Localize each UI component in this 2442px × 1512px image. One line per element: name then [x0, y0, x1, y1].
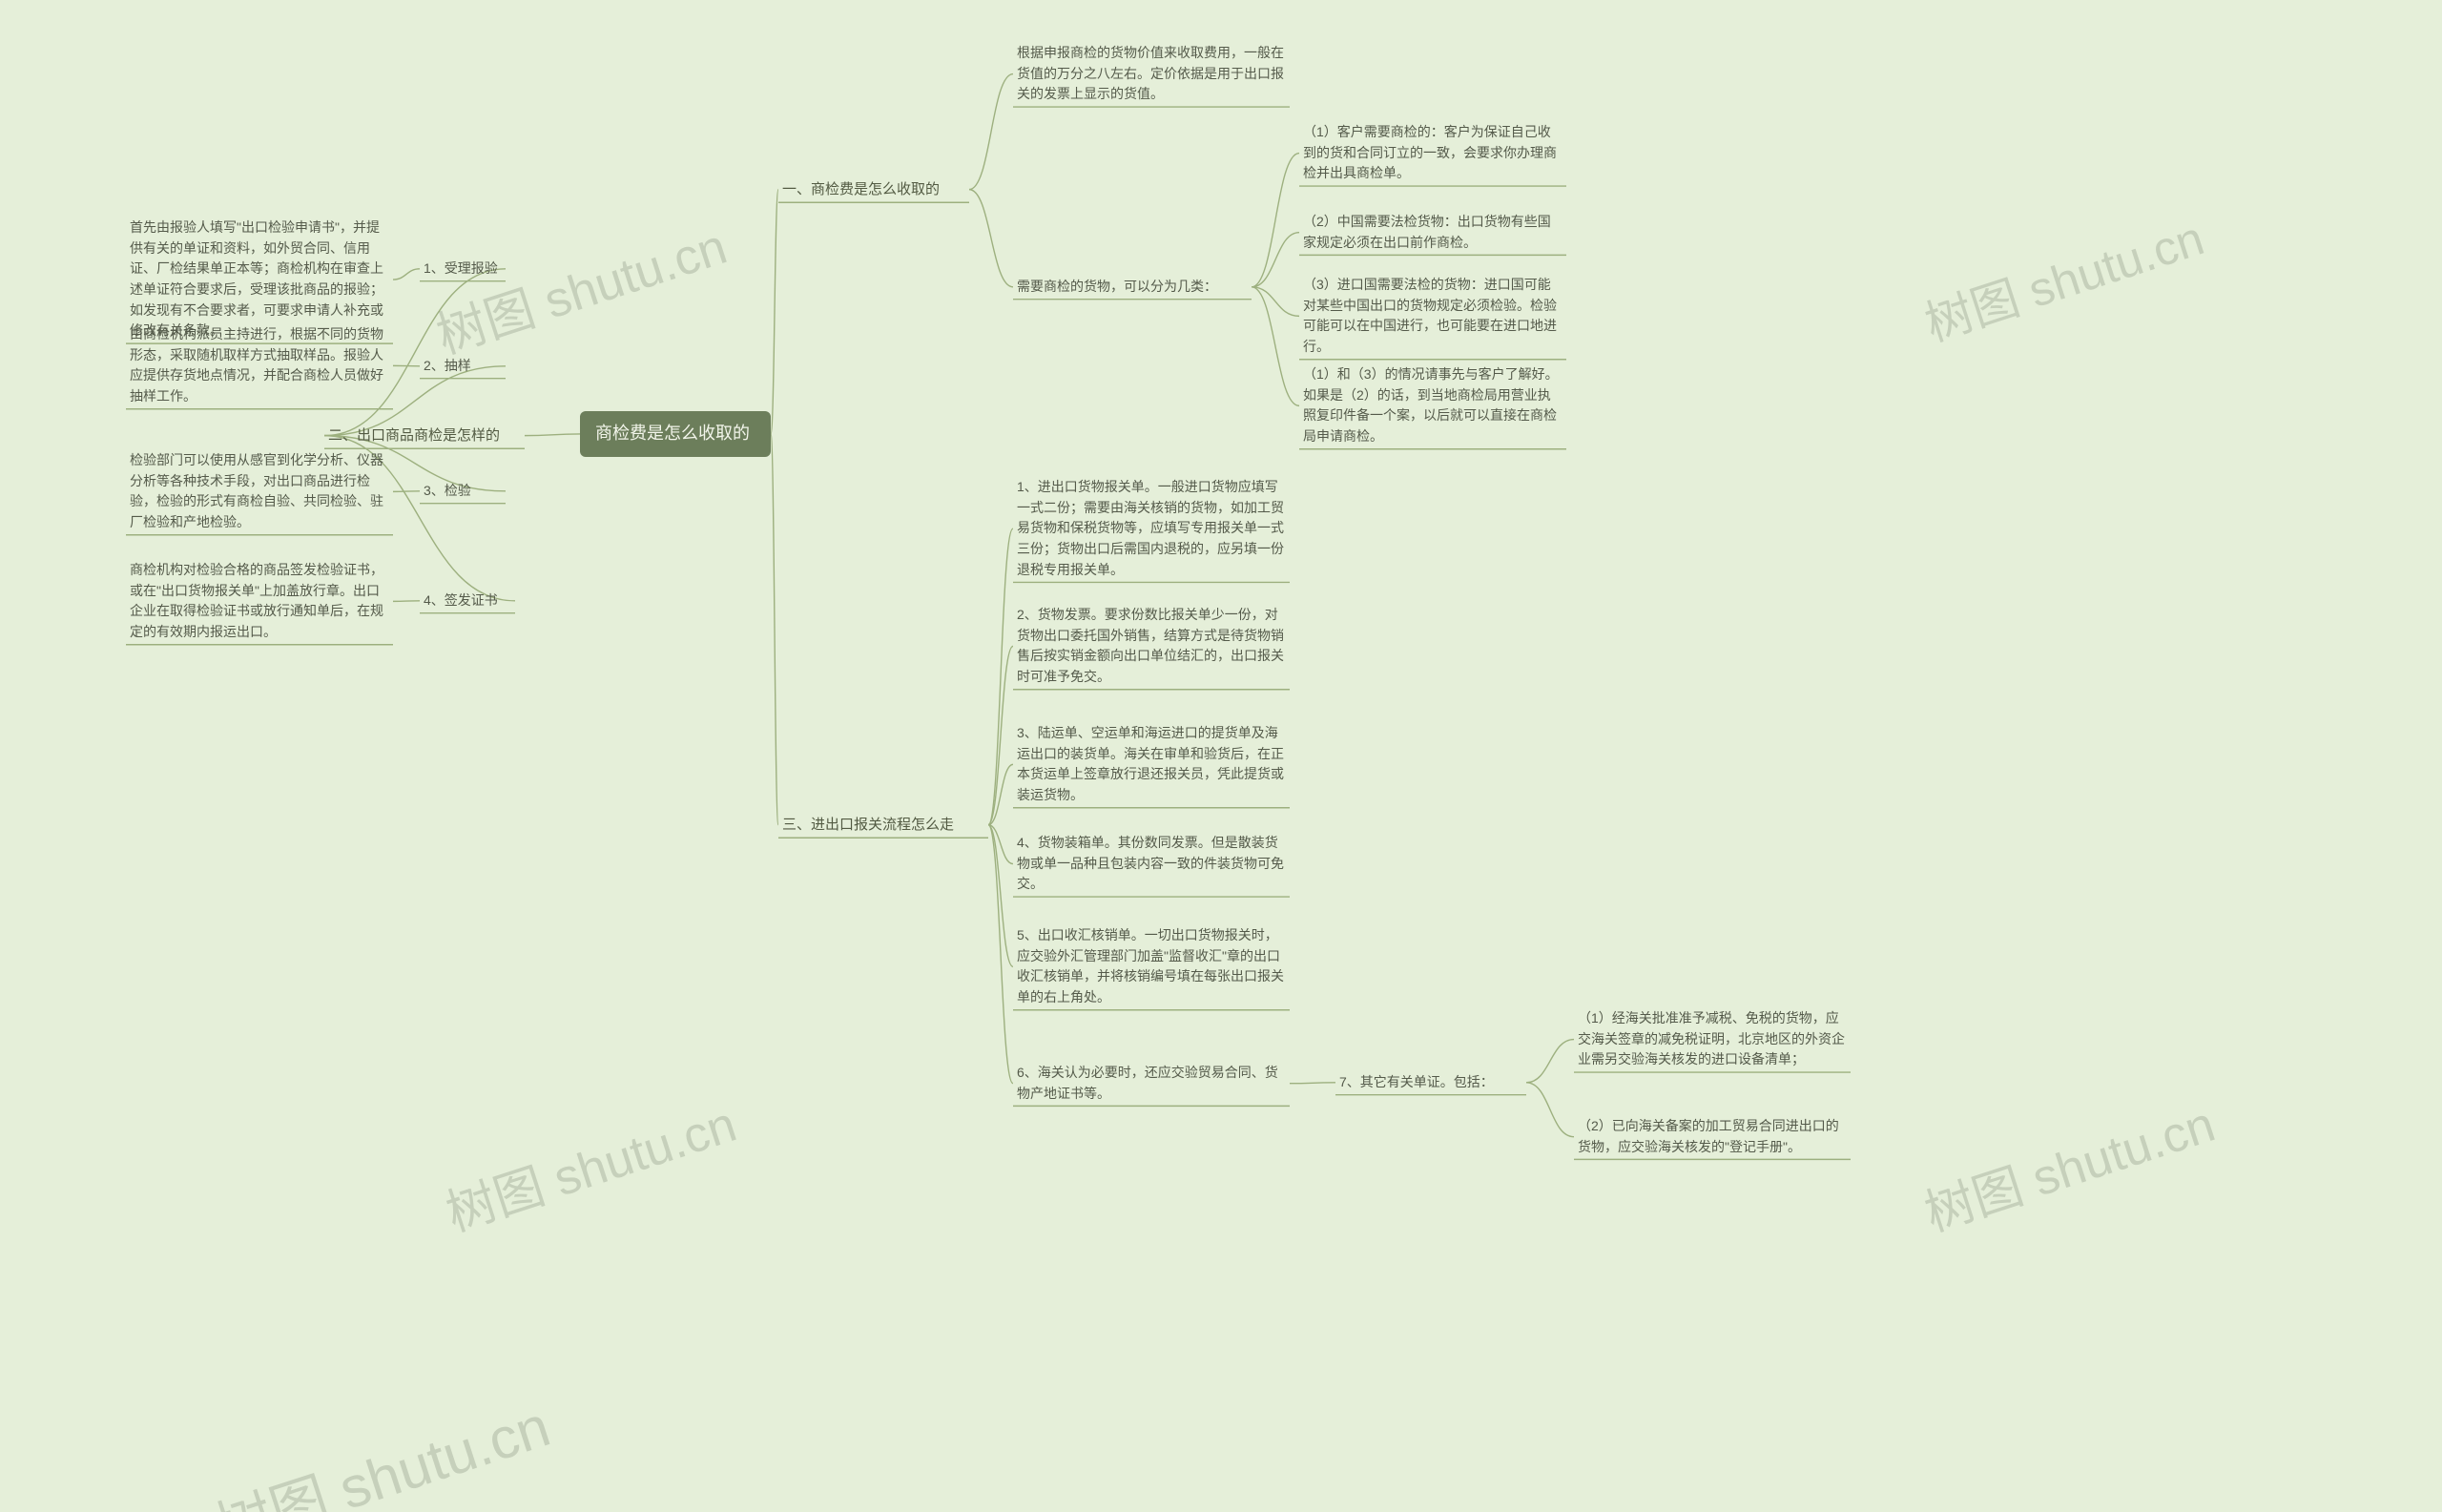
branch-1-child-2: 需要商检的货物，可以分为几类： — [1013, 275, 1252, 300]
branch-3-child-5: 5、出口收汇核销单。一切出口货物报关时，应交验外汇管理部门加盖"监督收汇"章的出… — [1013, 923, 1290, 1010]
branch-1-child-2-item-4: （1）和（3）的情况请事先与客户了解好。如果是（2）的话，到当地商检局用营业执照… — [1299, 362, 1566, 449]
branch-2-child-4-desc: 商检机构对检验合格的商品签发检验证书，或在"出口货物报关单"上加盖放行章。出口企… — [126, 558, 393, 645]
branch-2-child-4: 4、签发证书 — [420, 589, 515, 613]
branch-3-child-2: 2、货物发票。要求份数比报关单少一份，对货物出口委托国外销售，结算方式是待货物销… — [1013, 603, 1290, 690]
branch-1: 一、商检费是怎么收取的 — [778, 176, 969, 202]
root-node: 商检费是怎么收取的 — [580, 411, 771, 457]
branch-3-child-4: 4、货物装箱单。其份数同发票。但是散装货物或单一品种且包装内容一致的件装货物可免… — [1013, 831, 1290, 897]
branch-3-child-7-item-1: （1）经海关批准准予减税、免税的货物，应交海关签章的减免税证明，北京地区的外资企… — [1574, 1006, 1851, 1072]
branch-3-child-7: 7、其它有关单证。包括： — [1335, 1070, 1526, 1095]
branch-3: 三、进出口报关流程怎么走 — [778, 812, 988, 838]
branch-2-child-1: 1、受理报验 — [420, 257, 506, 281]
watermark: 树图 shutu.cn — [426, 206, 735, 367]
branch-2: 二、出口商品商检是怎样的 — [324, 423, 525, 448]
branch-2-child-2-desc: 由商检机构派员主持进行，根据不同的货物形态，采取随机取样方式抽取样品。报验人应提… — [126, 322, 393, 409]
branch-2-child-3: 3、检验 — [420, 479, 506, 504]
branch-2-child-3-desc: 检验部门可以使用从感官到化学分析、仪器分析等各种技术手段，对出口商品进行检验，检… — [126, 448, 393, 535]
watermark: 树图 shutu.cn — [1914, 1084, 2223, 1245]
branch-1-child-2-item-3: （3）进口国需要法检的货物：进口国可能对某些中国出口的货物规定必须检验。检验可能… — [1299, 273, 1566, 360]
branch-3-child-1: 1、进出口货物报关单。一般进口货物应填写一式二份；需要由海关核销的货物，如加工贸… — [1013, 475, 1290, 582]
mindmap-canvas: 商检费是怎么收取的 一、商检费是怎么收取的 根据申报商检的货物价值来收取费用，一… — [0, 0, 2442, 1512]
branch-1-child-2-item-2: （2）中国需要法检货物：出口货物有些国家规定必须在出口前作商检。 — [1299, 210, 1566, 255]
branch-2-child-2: 2、抽样 — [420, 354, 506, 379]
watermark: 树图 shutu.cn — [436, 1084, 744, 1245]
branch-1-child-2-item-1: （1）客户需要商检的：客户为保证自己收到的货和合同订立的一致，会要求你办理商检并… — [1299, 120, 1566, 186]
branch-1-child-1: 根据申报商检的货物价值来收取费用，一般在货值的万分之八左右。定价依据是用于出口报… — [1013, 41, 1290, 107]
watermark: 树图 shutu.cn — [1915, 200, 2211, 355]
branch-3-child-7-item-2: （2）已向海关备案的加工贸易合同进出口的货物，应交验海关核发的"登记手册"。 — [1574, 1114, 1851, 1159]
branch-3-child-6: 6、海关认为必要时，还应交验贸易合同、货物产地证书等。 — [1013, 1061, 1290, 1106]
branch-3-child-3: 3、陆运单、空运单和海运进口的提货单及海运出口的装货单。海关在审单和验货后，在正… — [1013, 721, 1290, 808]
watermark: 树图 shutu.cn — [203, 1380, 559, 1512]
